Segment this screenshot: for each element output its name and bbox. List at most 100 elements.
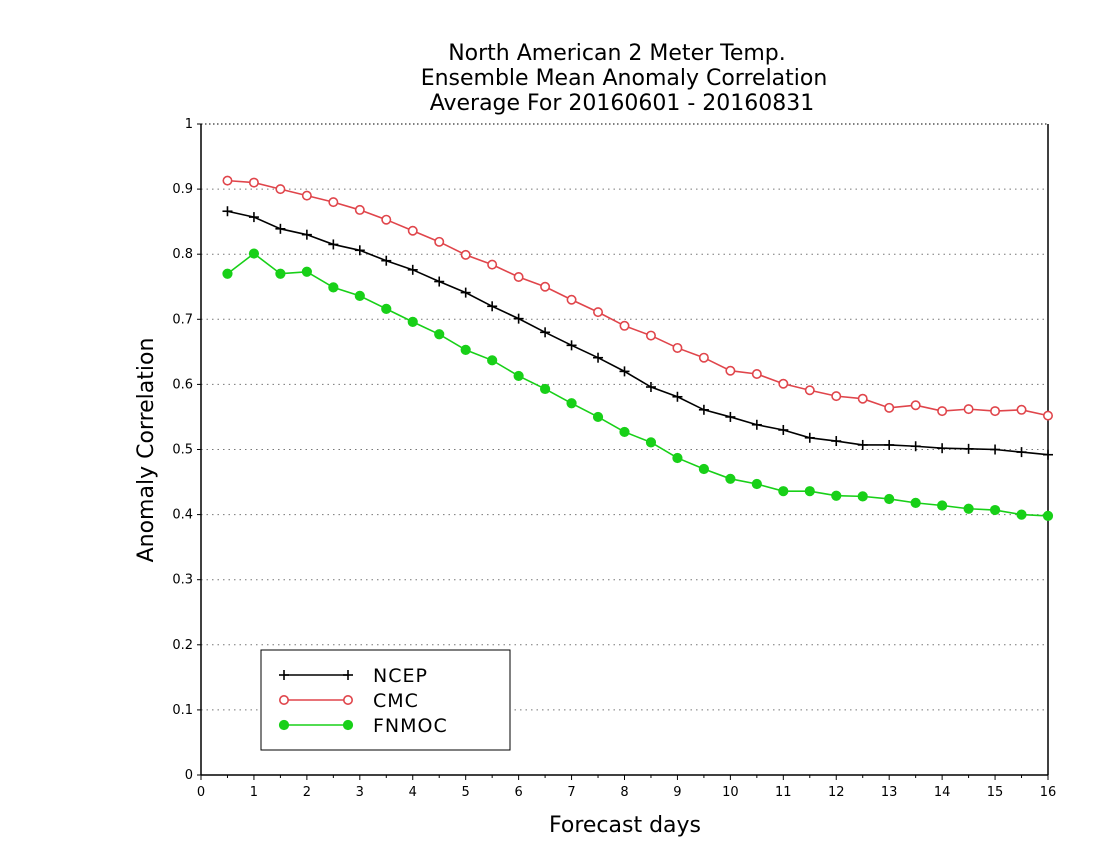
legend-box [260,649,511,751]
point-fnmoc [566,398,577,409]
point-ncep [1043,449,1053,460]
x-tick-label: 13 [881,785,898,800]
point-ncep [540,327,551,338]
legend: NCEP CMC FNMOC [260,649,511,751]
point-fnmoc [619,426,630,438]
point-fnmoc [381,303,392,314]
point-ncep [487,301,498,312]
legend-item-cmc: CMC [278,690,419,712]
series-line-ncep [227,210,1049,456]
y-tick-label: 0.8 [172,247,193,262]
point-cmc [301,190,312,201]
point-ncep [248,212,259,223]
legend-marker-ncep [279,670,289,680]
legend-marker-fnmoc [342,719,354,731]
x-tick-label: 0 [197,785,205,800]
point-cmc [804,385,815,396]
point-ncep [910,441,921,452]
axis-ticks: 00.10.20.30.40.50.60.70.80.910 1 2 3 4 5 6 7 8 9 1… [172,117,1056,800]
legend-label-ncep: NCEP [373,665,428,687]
point-cmc [884,402,895,413]
point-cmc [328,197,339,208]
point-cmc [698,352,709,363]
point-fnmoc [857,491,868,502]
y-gridlines [201,123,1048,711]
x-tick-label: 12 [828,785,845,800]
point-cmc [778,378,789,389]
y-tick-label: 0.5 [172,443,193,458]
point-cmc [540,281,551,292]
point-ncep [725,411,736,422]
point-ncep [672,391,683,402]
point-cmc [460,249,471,260]
y-tick-label: 0.1 [172,703,193,718]
y-tick-label: 0 [185,768,193,783]
point-cmc [275,184,286,195]
legend-item-ncep: NCEP [279,665,428,687]
point-cmc [1016,404,1027,415]
x-axis-label: Forecast days [549,813,701,838]
point-ncep [963,443,974,454]
point-cmc [857,393,868,404]
point-ncep [593,352,604,363]
point-cmc [434,236,445,247]
point-ncep [407,264,418,275]
chart-title-line-1: North American 2 Meter Temp. [448,41,786,66]
series-fnmoc [222,248,1054,522]
y-tick-label: 0.7 [172,312,193,327]
point-cmc [1043,410,1054,421]
y-tick-label: 0.9 [172,182,193,197]
point-cmc [593,307,604,318]
point-fnmoc [884,493,895,505]
point-ncep [275,223,286,234]
point-fnmoc [434,329,445,340]
point-fnmoc [301,266,312,277]
chart-title-line-2: Ensemble Mean Anomaly Correlation [421,66,828,91]
point-fnmoc [989,504,1001,516]
x-tick-label: 1 [250,785,258,800]
point-cmc [963,404,974,415]
point-cmc [937,406,948,417]
series-cmc [222,175,1054,421]
point-ncep [434,276,445,287]
point-ncep [328,239,339,250]
series-layer [222,175,1054,522]
point-cmc [222,175,233,186]
point-fnmoc [328,282,339,293]
x-tick-label: 7 [567,785,575,800]
point-fnmoc [592,411,604,423]
point-ncep [698,404,709,415]
legend-item-fnmoc: FNMOC [278,715,447,737]
point-ncep [354,245,365,256]
point-fnmoc [778,486,789,497]
point-fnmoc [804,486,815,497]
x-tick-label: 2 [303,785,311,800]
point-fnmoc [487,355,498,366]
point-ncep [222,206,233,217]
legend-marker-fnmoc [278,719,290,731]
x-tick-label: 3 [356,785,364,800]
series-line-cmc [227,179,1049,417]
point-ncep [990,444,1001,455]
point-ncep [751,419,762,430]
point-fnmoc [910,497,921,508]
legend-label-cmc: CMC [373,690,419,712]
point-cmc [672,342,683,353]
y-tick-label: 0.6 [172,377,193,392]
point-fnmoc [672,452,683,464]
point-ncep [566,340,577,351]
point-cmc [566,294,577,305]
point-cmc [381,214,392,225]
point-cmc [407,225,418,236]
point-cmc [354,204,365,215]
point-fnmoc [354,290,365,301]
point-ncep [645,382,656,393]
point-cmc [751,368,762,379]
point-fnmoc [513,370,524,382]
point-cmc [910,400,921,411]
point-ncep [778,424,789,435]
point-fnmoc [963,503,974,514]
point-fnmoc [222,268,233,279]
point-fnmoc [275,268,286,279]
